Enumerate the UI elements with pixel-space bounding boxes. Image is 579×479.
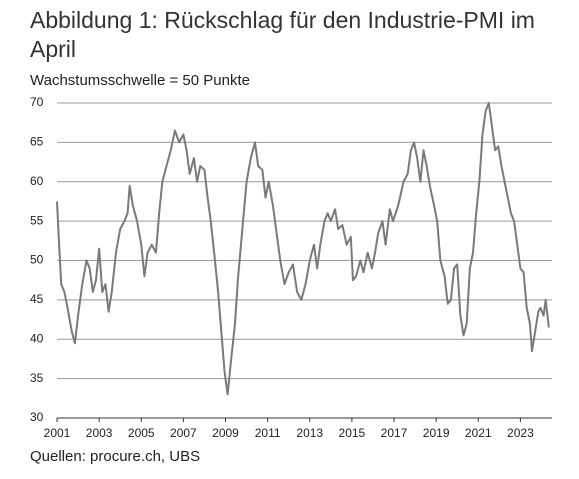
x-tick-label: 2009 — [212, 426, 239, 440]
x-tick-label: 2007 — [170, 426, 197, 440]
x-tick-label: 2015 — [339, 426, 366, 440]
y-tick-label: 50 — [30, 253, 44, 267]
x-tick-label: 2013 — [296, 426, 323, 440]
chart-subtitle: Wachstumsschwelle = 50 Punkte — [30, 72, 250, 89]
y-tick-label: 70 — [30, 95, 44, 109]
source-note: Quellen: procure.ch, UBS — [30, 448, 201, 465]
x-tick-label: 2017 — [381, 426, 408, 440]
y-tick-label: 65 — [30, 135, 44, 149]
y-tick-label: 60 — [30, 174, 44, 188]
y-tick-label: 45 — [30, 292, 44, 306]
x-tick-label: 2023 — [507, 426, 534, 440]
y-tick-label: 35 — [30, 371, 44, 385]
y-tick-label: 55 — [30, 213, 44, 227]
chart: 30 35 40 45 50 55 60 65 70 2001 2003 2005 2007 2009 20… — [30, 95, 552, 440]
x-tick-label: 2003 — [86, 426, 113, 440]
series-line — [56, 102, 550, 396]
y-tick-label: 40 — [30, 331, 44, 345]
x-tick-label: 2019 — [423, 426, 450, 440]
x-tick-label: 2021 — [465, 426, 492, 440]
x-tick-label: 2011 — [255, 426, 281, 440]
x-tick-label: 2001 — [44, 426, 71, 440]
y-tick-label: 30 — [30, 410, 44, 424]
chart-title: Abbildung 1: Rückschlag für den Industri… — [30, 7, 535, 62]
x-tick-label: 2005 — [128, 426, 155, 440]
